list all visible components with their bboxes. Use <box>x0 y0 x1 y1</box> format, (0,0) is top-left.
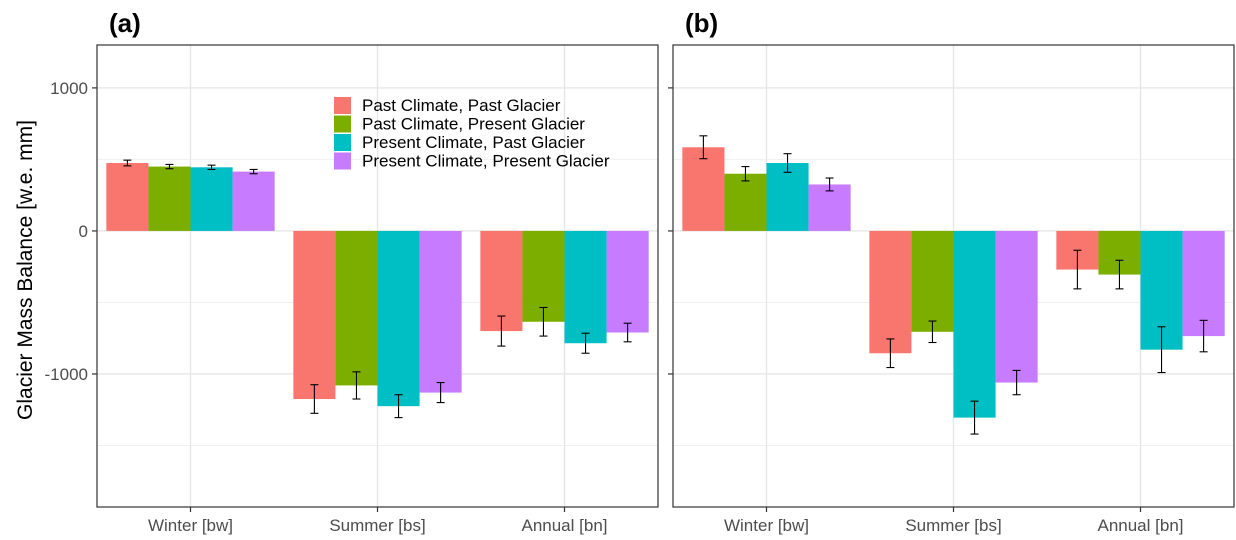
bar-0-0 <box>682 147 725 231</box>
legend-swatch-3 <box>334 152 351 170</box>
panel-a: (a) -1000 0 1000 Winter [bw] Summer [bs] Ann… <box>45 8 659 535</box>
legend-label-3: Present Climate, Present Glacier <box>362 152 610 171</box>
bar-2-0 <box>480 230 523 332</box>
bar-0-3 <box>808 184 851 231</box>
legend-swatch-0 <box>334 97 351 114</box>
bar-1-2 <box>377 230 420 407</box>
bar-0-2 <box>766 163 809 231</box>
panel-a-y-axis: -1000 0 1000 <box>45 79 97 384</box>
bar-1-1 <box>335 230 378 386</box>
x-tick-label-0: Winter [bw] <box>148 516 233 535</box>
panel-b-x-axis: Winter [bw] Summer [bs] Annual [bn] <box>724 507 1184 535</box>
error-bar-2-2 <box>581 332 590 354</box>
bar-0-3 <box>232 171 275 231</box>
y-tick-label-2: 1000 <box>50 79 88 98</box>
error-bar-2-0 <box>497 315 506 347</box>
error-bar-2-3 <box>623 322 632 343</box>
bar-1-0 <box>869 230 912 354</box>
y-tick-label-0: -1000 <box>45 365 88 384</box>
error-bar-1-1 <box>352 371 361 400</box>
error-bar-1-2 <box>970 400 979 435</box>
error-bar-0-3 <box>825 177 834 192</box>
error-bar-0-0 <box>699 135 708 160</box>
x-tick-label-1: Summer [bs] <box>905 516 1001 535</box>
error-bar-0-1 <box>165 163 174 170</box>
legend-swatch-1 <box>334 115 351 133</box>
panel-a-bars <box>106 163 649 407</box>
error-bar-0-0 <box>123 159 132 167</box>
panel-b: (b) Winter [bw] Summer [bs] Annual [bn] <box>668 8 1235 535</box>
bar-2-3 <box>606 230 649 333</box>
panel-b-y-axis <box>668 87 673 375</box>
bar-1-3 <box>419 230 462 393</box>
bar-2-2 <box>564 230 607 344</box>
error-bar-1-3 <box>1012 369 1021 396</box>
bar-2-1 <box>522 230 565 322</box>
error-bar-2-2 <box>1157 326 1166 374</box>
legend-swatch-2 <box>334 134 351 151</box>
x-tick-label-2: Annual [bn] <box>1097 516 1183 535</box>
error-bar-0-2 <box>783 153 792 173</box>
panel-b-error-bars <box>699 135 1208 435</box>
error-bar-1-0 <box>310 384 319 414</box>
x-tick-label-0: Winter [bw] <box>724 516 809 535</box>
bar-2-3 <box>1182 230 1225 337</box>
error-bar-2-3 <box>1199 319 1208 353</box>
error-bar-0-2 <box>207 164 216 170</box>
error-bar-1-1 <box>928 320 937 344</box>
bar-0-1 <box>724 173 767 231</box>
bar-1-0 <box>293 230 336 400</box>
panel-a-x-axis: Winter [bw] Summer [bs] Annual [bn] <box>148 507 608 535</box>
bar-0-0 <box>106 163 149 231</box>
panel-a-label: (a) <box>109 8 141 38</box>
x-tick-label-1: Summer [bs] <box>329 516 425 535</box>
bar-1-1 <box>911 230 954 332</box>
panel-a-error-bars <box>123 159 632 419</box>
bar-0-1 <box>148 166 191 231</box>
legend-label-2: Present Climate, Past Glacier <box>362 133 585 152</box>
bar-1-2 <box>953 230 996 418</box>
error-bar-1-3 <box>436 382 445 404</box>
legend-label-0: Past Climate, Past Glacier <box>362 96 561 115</box>
error-bar-0-3 <box>249 168 258 175</box>
legend-label-1: Past Climate, Present Glacier <box>362 115 585 134</box>
y-tick-label-1: 0 <box>79 222 88 241</box>
x-tick-label-2: Annual [bn] <box>521 516 607 535</box>
error-bar-2-1 <box>1115 259 1124 290</box>
panel-b-label: (b) <box>685 8 718 38</box>
bar-1-3 <box>995 230 1038 383</box>
error-bar-0-1 <box>741 166 750 182</box>
error-bar-1-0 <box>886 338 895 369</box>
error-bar-1-2 <box>394 394 403 419</box>
y-axis-title: Glacier Mass Balance [w.e. mm] <box>14 120 37 420</box>
error-bar-2-1 <box>539 306 548 337</box>
bar-0-2 <box>190 167 233 231</box>
error-bar-2-0 <box>1073 249 1082 290</box>
